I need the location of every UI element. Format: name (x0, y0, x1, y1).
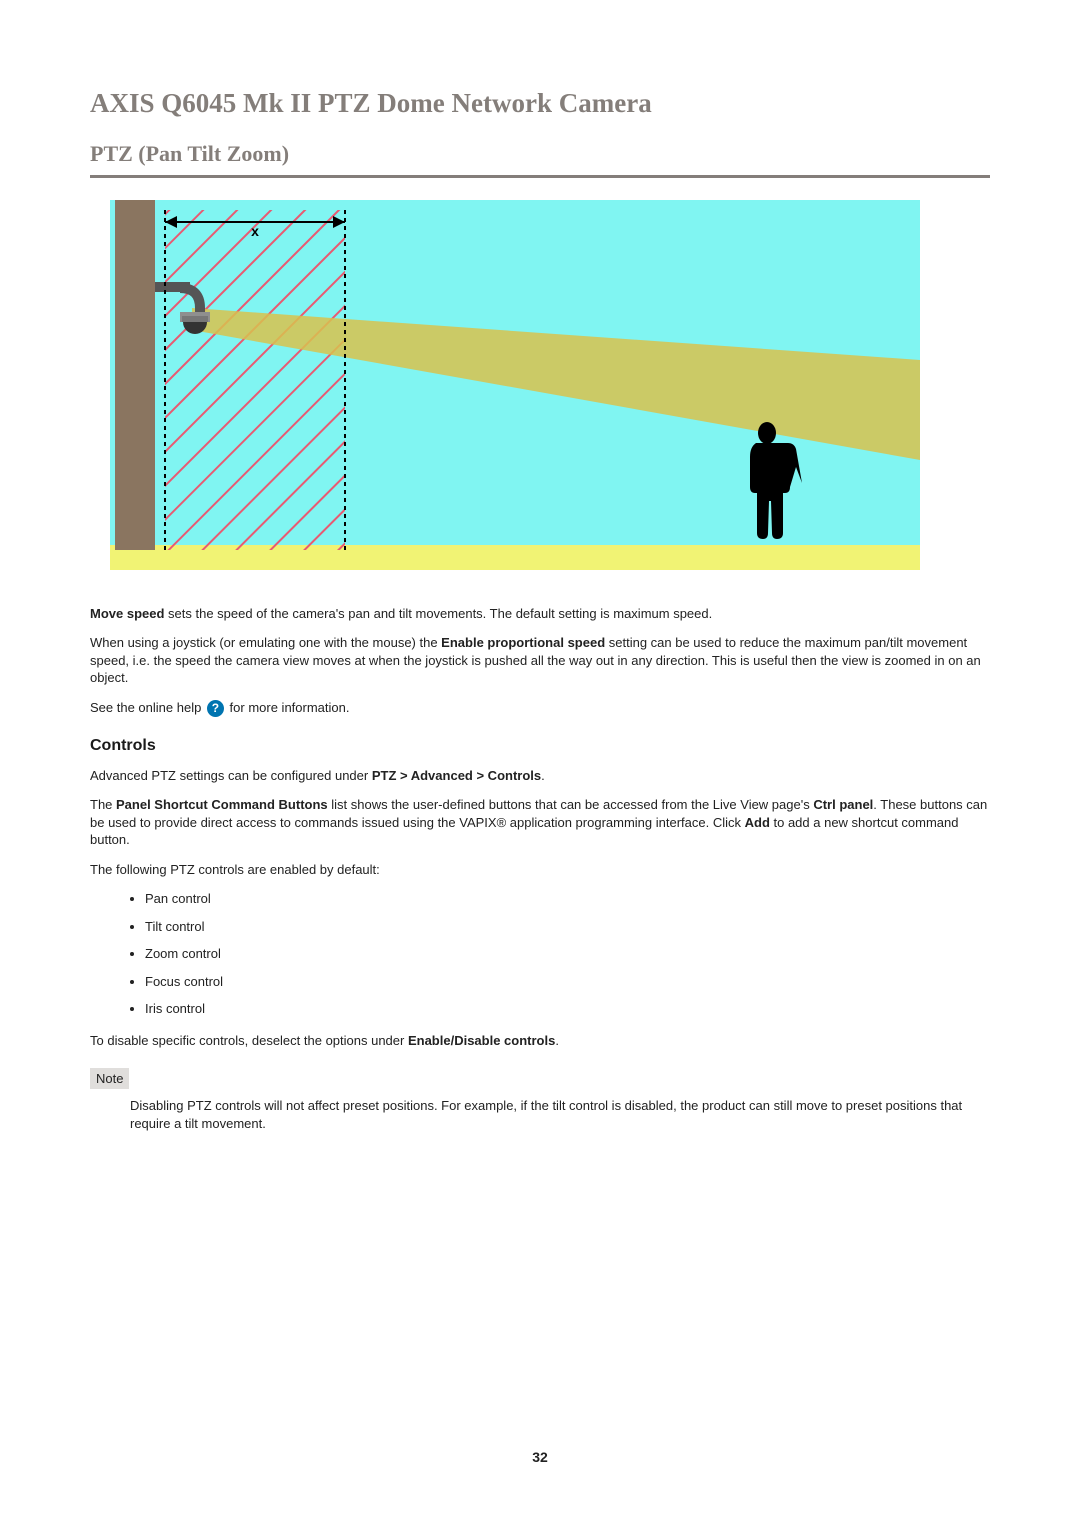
move-speed-label: Move speed (90, 606, 164, 621)
document-page: AXIS Q6045 Mk II PTZ Dome Network Camera… (0, 0, 1080, 1527)
add-label: Add (745, 815, 770, 830)
paragraph-help: See the online help ? for more informati… (90, 699, 990, 717)
help-post: for more information. (226, 700, 350, 715)
enable-proportional-speed-label: Enable proportional speed (441, 635, 605, 650)
list-item: Iris control (145, 1000, 990, 1018)
list-item: Zoom control (145, 945, 990, 963)
paragraph-move-speed: Move speed sets the speed of the camera'… (90, 605, 990, 623)
move-speed-text: sets the speed of the camera's pan and t… (164, 606, 712, 621)
disable-pre: To disable specific controls, deselect t… (90, 1033, 408, 1048)
page-number: 32 (0, 1448, 1080, 1467)
page-title: AXIS Q6045 Mk II PTZ Dome Network Camera (90, 85, 990, 121)
ctrl-panel-label: Ctrl panel (813, 797, 873, 812)
paragraph-default-intro: The following PTZ controls are enabled b… (90, 861, 990, 879)
camera-diagram: x (110, 200, 920, 575)
list-item: Tilt control (145, 918, 990, 936)
enable-disable-label: Enable/Disable controls (408, 1033, 555, 1048)
controls-list: Pan control Tilt control Zoom control Fo… (90, 890, 990, 1018)
paragraph-panel-shortcut: The Panel Shortcut Command Buttons list … (90, 796, 990, 849)
panel-shortcut-label: Panel Shortcut Command Buttons (116, 797, 328, 812)
controls-heading: Controls (90, 735, 990, 757)
svg-text:x: x (251, 223, 259, 239)
paragraph-disable: To disable specific controls, deselect t… (90, 1032, 990, 1050)
note-label: Note (90, 1068, 129, 1090)
advanced-pre: Advanced PTZ settings can be configured … (90, 768, 372, 783)
list-item: Focus control (145, 973, 990, 991)
panel-mid1: list shows the user-defined buttons that… (328, 797, 814, 812)
paragraph-advanced-path: Advanced PTZ settings can be configured … (90, 767, 990, 785)
advanced-post: . (541, 768, 545, 783)
disable-post: . (555, 1033, 559, 1048)
joystick-pre: When using a joystick (or emulating one … (90, 635, 441, 650)
note-body: Disabling PTZ controls will not affect p… (130, 1097, 990, 1132)
panel-pre: The (90, 797, 116, 812)
section-rule (90, 175, 990, 178)
section-title: PTZ (Pan Tilt Zoom) (90, 139, 990, 169)
help-pre: See the online help (90, 700, 205, 715)
advanced-path: PTZ > Advanced > Controls (372, 768, 541, 783)
help-icon[interactable]: ? (207, 700, 224, 717)
list-item: Pan control (145, 890, 990, 908)
paragraph-joystick: When using a joystick (or emulating one … (90, 634, 990, 687)
